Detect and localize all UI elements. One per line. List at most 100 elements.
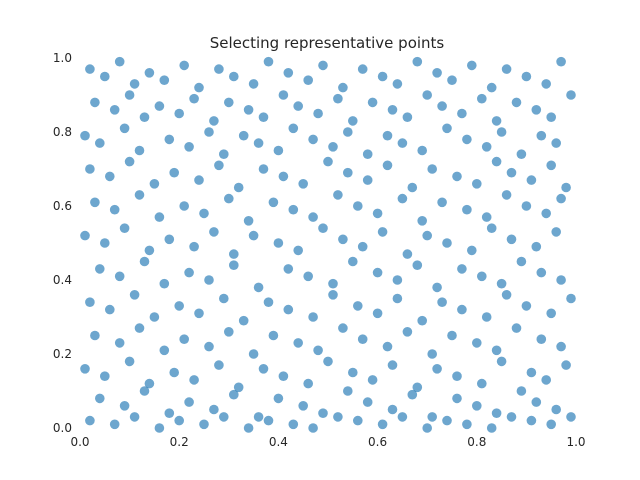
scatter-point [243,105,254,115]
y-tick-label: 0.2 [53,347,72,361]
scatter-point [442,415,452,426]
scatter-point [486,82,497,93]
scatter-point [343,167,353,178]
scatter-point [338,234,348,245]
scatter-point [397,193,408,204]
scatter-point [353,201,363,211]
scatter-point [149,312,160,322]
scatter-point [422,90,433,100]
scatter-point [273,145,284,156]
scatter-point [481,312,492,322]
scatter-point [323,356,333,367]
scatter-point [328,290,338,300]
scatter-point [283,264,294,274]
scatter-point [357,334,368,345]
scatter-point [199,419,209,430]
scatter-point [481,212,492,222]
scatter-point [437,101,447,111]
scatter-point [219,293,229,304]
scatter-point [164,234,175,245]
scatter-point [184,267,194,278]
scatter-point [179,334,189,345]
scatter-point [174,108,184,119]
scatter-point [462,419,472,430]
scatter-point [417,315,428,326]
scatter-point [298,401,309,411]
scatter-point [90,197,100,208]
scatter-point [288,123,299,134]
scatter-point [308,134,318,145]
scatter-point [531,397,542,407]
scatter-point [85,164,95,174]
scatter-point [204,127,214,137]
scatter-point [248,230,259,241]
scatter-point [546,419,556,430]
scatter-point [477,93,487,104]
scatter-point [283,304,294,315]
scatter-point [402,112,413,122]
scatter-point [462,204,472,215]
scatter-point [129,290,140,300]
scatter-point [184,142,194,152]
scatter-point [481,142,492,152]
scatter-point [491,116,502,126]
scatter-point [472,338,482,348]
y-tick-label: 0.6 [53,199,72,213]
scatter-point [268,197,279,208]
scatter-point [526,367,537,378]
scatter-point [100,238,110,248]
scatter-point [561,182,571,193]
scatter-point [353,415,363,426]
scatter-point [551,404,561,415]
scatter-point [531,241,542,252]
scatter-point [109,419,120,430]
scatter-point [516,386,527,396]
scatter-point [397,138,408,148]
scatter-point [511,97,522,108]
scatter-point [491,345,502,356]
scatter-point [149,179,160,189]
scatter-point [134,145,145,156]
scatter-point [467,60,477,71]
scatter-point [392,293,403,304]
scatter-point [437,197,447,208]
scatter-point [119,223,130,233]
scatter-point [229,71,239,82]
scatter-point [566,90,576,100]
scatter-point [452,171,462,182]
scatter-point [154,423,165,433]
scatter-point [80,230,90,241]
scatter-point [293,338,304,348]
scatter-point [293,245,304,256]
scatter-point [427,412,438,422]
scatter-point [462,134,472,145]
scatter-point [372,208,383,219]
scatter-point [194,82,204,93]
scatter-point [258,112,269,122]
scatter-point [546,160,556,171]
scatter-point [154,101,165,111]
x-tick-label: 0.0 [70,435,89,449]
scatter-point [496,127,507,137]
scatter-point [536,267,547,278]
scatter-point [278,171,289,182]
scatter-point [253,282,264,293]
scatter-point [194,308,204,319]
scatter-point [248,79,259,89]
scatter-point [263,56,274,67]
scatter-point [90,330,100,341]
scatter-point [501,64,512,74]
scatter-point [377,227,388,237]
scatter-point [169,167,179,178]
scatter-point [422,423,433,433]
scatter-point [189,93,199,104]
scatter-point [546,112,556,122]
scatter-point [387,105,398,115]
scatter-point [169,367,179,378]
scatter-point [293,101,304,111]
y-tick-label: 0.8 [53,125,72,139]
scatter-point [556,193,566,204]
scatter-point [457,108,467,119]
scatter-point [442,238,452,248]
scatter-point [119,401,130,411]
